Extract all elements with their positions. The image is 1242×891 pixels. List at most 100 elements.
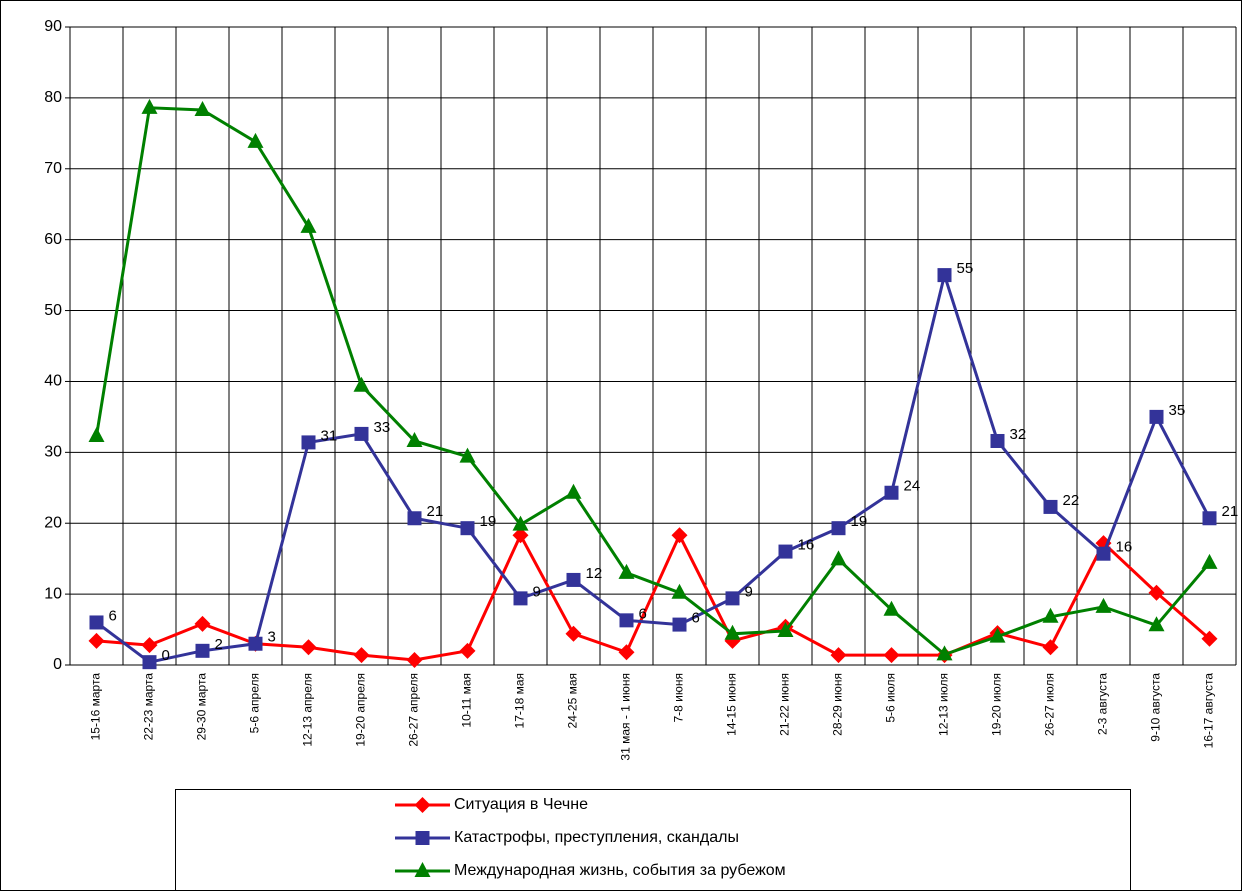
x-tick-label: 15-16 марта: [89, 673, 103, 741]
x-tick-label: 7-8 июня: [672, 673, 686, 723]
marker: [512, 527, 529, 544]
marker: [353, 647, 370, 664]
marker: [1148, 584, 1165, 601]
marker: [194, 100, 211, 116]
marker: [88, 632, 105, 649]
marker: [1148, 616, 1165, 632]
marker: [830, 550, 847, 566]
marker: [1201, 553, 1218, 569]
marker: [300, 639, 317, 656]
legend-label: Ситуация в Чечне: [454, 796, 588, 813]
marker: [618, 563, 635, 579]
y-tick-label: 90: [44, 18, 62, 35]
marker: [777, 621, 794, 637]
y-tick-label: 40: [44, 373, 62, 390]
marker: [88, 427, 105, 443]
marker: [937, 268, 952, 283]
data-label: 6: [692, 610, 700, 627]
marker: [1149, 409, 1164, 424]
marker: [619, 613, 634, 628]
x-tick-label: 10-11 мая: [460, 673, 474, 728]
marker: [831, 521, 846, 536]
marker: [459, 642, 476, 659]
marker: [415, 831, 430, 845]
marker: [248, 636, 263, 651]
x-tick-label: 9-10 августа: [1149, 673, 1163, 742]
data-label: 19: [480, 513, 497, 530]
data-label: 19: [851, 513, 868, 530]
data-label: 3: [268, 629, 276, 646]
x-tick-label: 19-20 апреля: [354, 673, 368, 747]
y-tick-label: 0: [53, 656, 62, 673]
x-tick-label: 26-27 июля: [1043, 673, 1057, 736]
marker: [566, 572, 581, 587]
x-tick-label: 31 мая - 1 июня: [619, 673, 633, 761]
marker: [407, 511, 422, 526]
data-label: 16: [798, 537, 815, 554]
marker: [406, 652, 423, 669]
y-tick-label: 30: [44, 444, 62, 461]
marker: [618, 644, 635, 661]
marker: [142, 655, 157, 670]
data-label: 6: [109, 607, 117, 624]
marker: [247, 132, 264, 148]
marker: [354, 426, 369, 441]
marker: [194, 615, 211, 632]
marker: [1095, 597, 1112, 613]
x-tick-label: 22-23 марта: [142, 673, 156, 741]
marker: [671, 527, 688, 544]
x-tick-label: 5-6 июля: [884, 673, 898, 723]
marker: [830, 647, 847, 664]
data-label: 24: [904, 478, 921, 495]
data-label: 2: [215, 636, 223, 653]
marker: [883, 600, 900, 616]
y-tick-label: 20: [44, 514, 62, 531]
x-tick-label: 26-27 апреля: [407, 673, 421, 747]
x-tick-label: 24-25 мая: [566, 673, 580, 728]
y-tick-label: 70: [44, 160, 62, 177]
marker: [725, 591, 740, 606]
marker: [1042, 639, 1059, 656]
marker: [301, 435, 316, 450]
marker: [460, 521, 475, 536]
x-tick-label: 29-30 марта: [195, 673, 209, 741]
x-tick-label: 5-6 апреля: [248, 673, 262, 733]
marker: [513, 591, 528, 606]
data-label: 33: [374, 419, 391, 436]
x-tick-label: 12-13 июля: [937, 673, 951, 736]
marker: [672, 617, 687, 632]
marker: [671, 583, 688, 599]
marker: [195, 643, 210, 658]
marker: [414, 862, 431, 877]
legend-box: [175, 789, 1131, 891]
x-tick-label: 28-29 июня: [831, 673, 845, 736]
data-label: 9: [533, 583, 541, 600]
x-tick-label: 16-17 августа: [1202, 673, 1216, 749]
data-label: 32: [1010, 426, 1027, 443]
marker: [883, 647, 900, 664]
marker: [414, 797, 431, 813]
marker: [1042, 607, 1059, 623]
marker: [300, 217, 317, 233]
marker: [1096, 546, 1111, 561]
marker: [89, 615, 104, 630]
marker: [565, 483, 582, 499]
data-label: 31: [321, 427, 338, 444]
marker: [406, 431, 423, 447]
x-tick-label: 19-20 июля: [990, 673, 1004, 736]
legend-label: Международная жизнь, события за рубежом: [454, 862, 786, 879]
marker: [990, 433, 1005, 448]
marker: [1043, 499, 1058, 514]
marker: [459, 447, 476, 463]
data-label: 22: [1063, 492, 1080, 509]
marker: [989, 627, 1006, 643]
y-tick-label: 10: [44, 585, 62, 602]
series-line: [95, 269, 1211, 664]
marker: [936, 645, 953, 661]
data-label: 12: [586, 565, 603, 582]
marker: [141, 98, 158, 114]
data-label: 6: [639, 605, 647, 622]
x-tick-label: 21-22 июня: [778, 673, 792, 736]
marker: [565, 625, 582, 642]
x-tick-label: 12-13 апреля: [301, 673, 315, 747]
